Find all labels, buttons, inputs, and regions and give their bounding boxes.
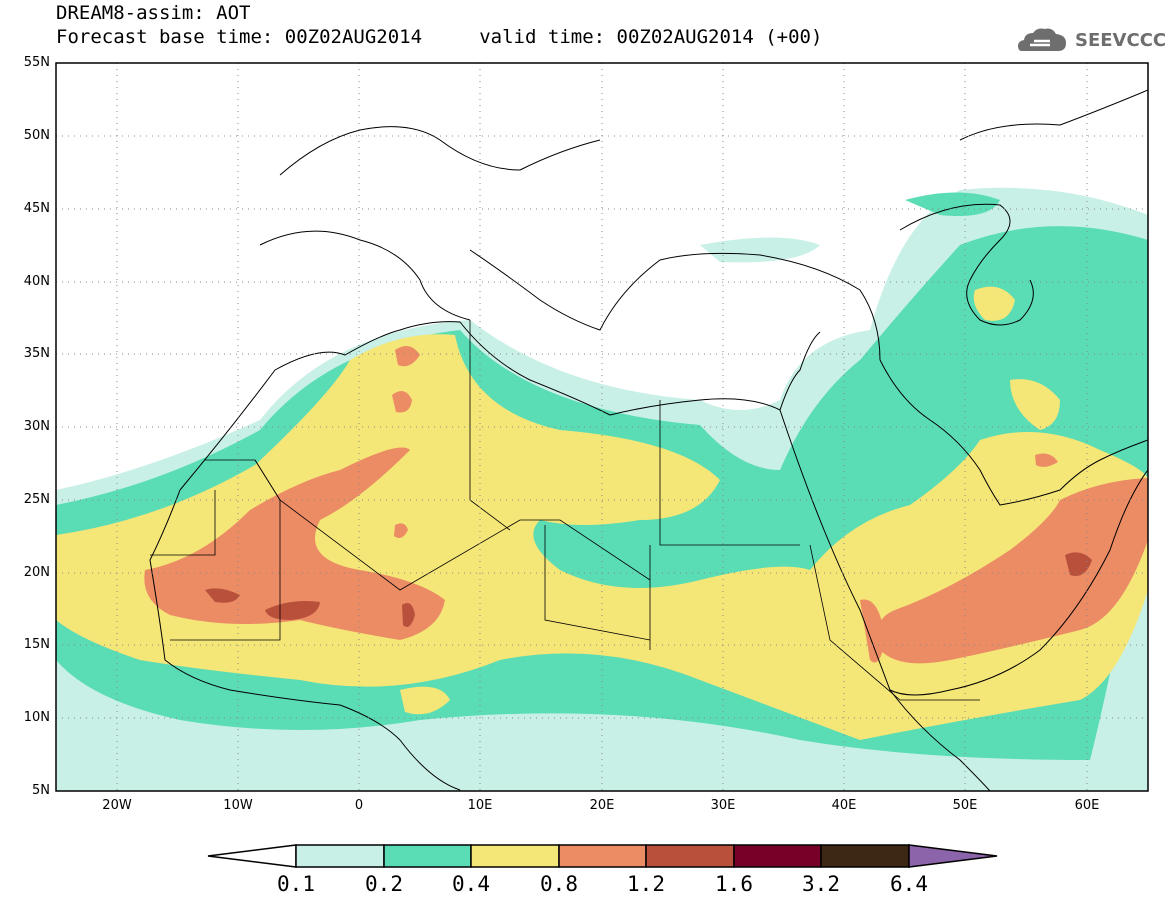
lat-label: 15N: [23, 637, 50, 652]
coastlines: [149, 89, 1148, 791]
lon-label: 20W: [102, 798, 132, 813]
colorbar-label: 0.4: [452, 872, 490, 896]
colorbar-label: 6.4: [890, 872, 928, 896]
colorbar-swatch: [558, 844, 647, 868]
colorbar-max-arrow: [908, 844, 998, 868]
lon-label: 50E: [952, 798, 978, 813]
colorbar-swatch: [295, 844, 385, 868]
cloud-icon: [1018, 28, 1066, 51]
lat-label: 20N: [23, 565, 50, 580]
map-frame: [55, 62, 1149, 792]
colorbar-swatch: [820, 844, 910, 868]
lat-label: 25N: [23, 492, 50, 507]
map-title: DREAM8-assim: AOT: [56, 2, 251, 24]
colorbar-swatch: [470, 844, 560, 868]
colorbar-label: 0.8: [540, 872, 578, 896]
lat-label: 10N: [23, 710, 50, 725]
lon-label: 10E: [467, 798, 493, 813]
colorbar-swatch: [733, 844, 822, 868]
aot-field-1.2: [205, 552, 1092, 628]
colorbar-swatch: [383, 844, 472, 868]
lat-label: 30N: [23, 419, 50, 434]
colorbar-label: 1.6: [715, 872, 753, 896]
graticule: [56, 63, 1148, 791]
lon-label: 20E: [589, 798, 615, 813]
lat-label: 45N: [23, 201, 50, 216]
lon-label: 0: [354, 798, 364, 813]
forecast-time-line: Forecast base time: 00Z02AUG2014 valid t…: [56, 26, 823, 48]
lon-label: 60E: [1074, 798, 1100, 813]
colorbar-label: 0.2: [365, 872, 403, 896]
lon-label: 40E: [831, 798, 857, 813]
colorbar-label: 3.2: [802, 872, 840, 896]
lat-label: 35N: [23, 346, 50, 361]
colorbar: [207, 844, 998, 868]
colorbar-swatch: [645, 844, 735, 868]
lat-label: 55N: [23, 55, 50, 70]
lon-label: 30E: [710, 798, 736, 813]
lon-label: 10W: [223, 798, 253, 813]
borders: [150, 320, 980, 701]
colorbar-label: 1.2: [627, 872, 665, 896]
lat-label: 5N: [32, 783, 50, 798]
colorbar-min-arrow: [207, 844, 297, 868]
colorbar-label: 0.1: [277, 872, 315, 896]
logo-text: SEEVCCC: [1075, 30, 1165, 51]
lat-label: 40N: [23, 274, 50, 289]
lat-label: 50N: [23, 128, 50, 143]
